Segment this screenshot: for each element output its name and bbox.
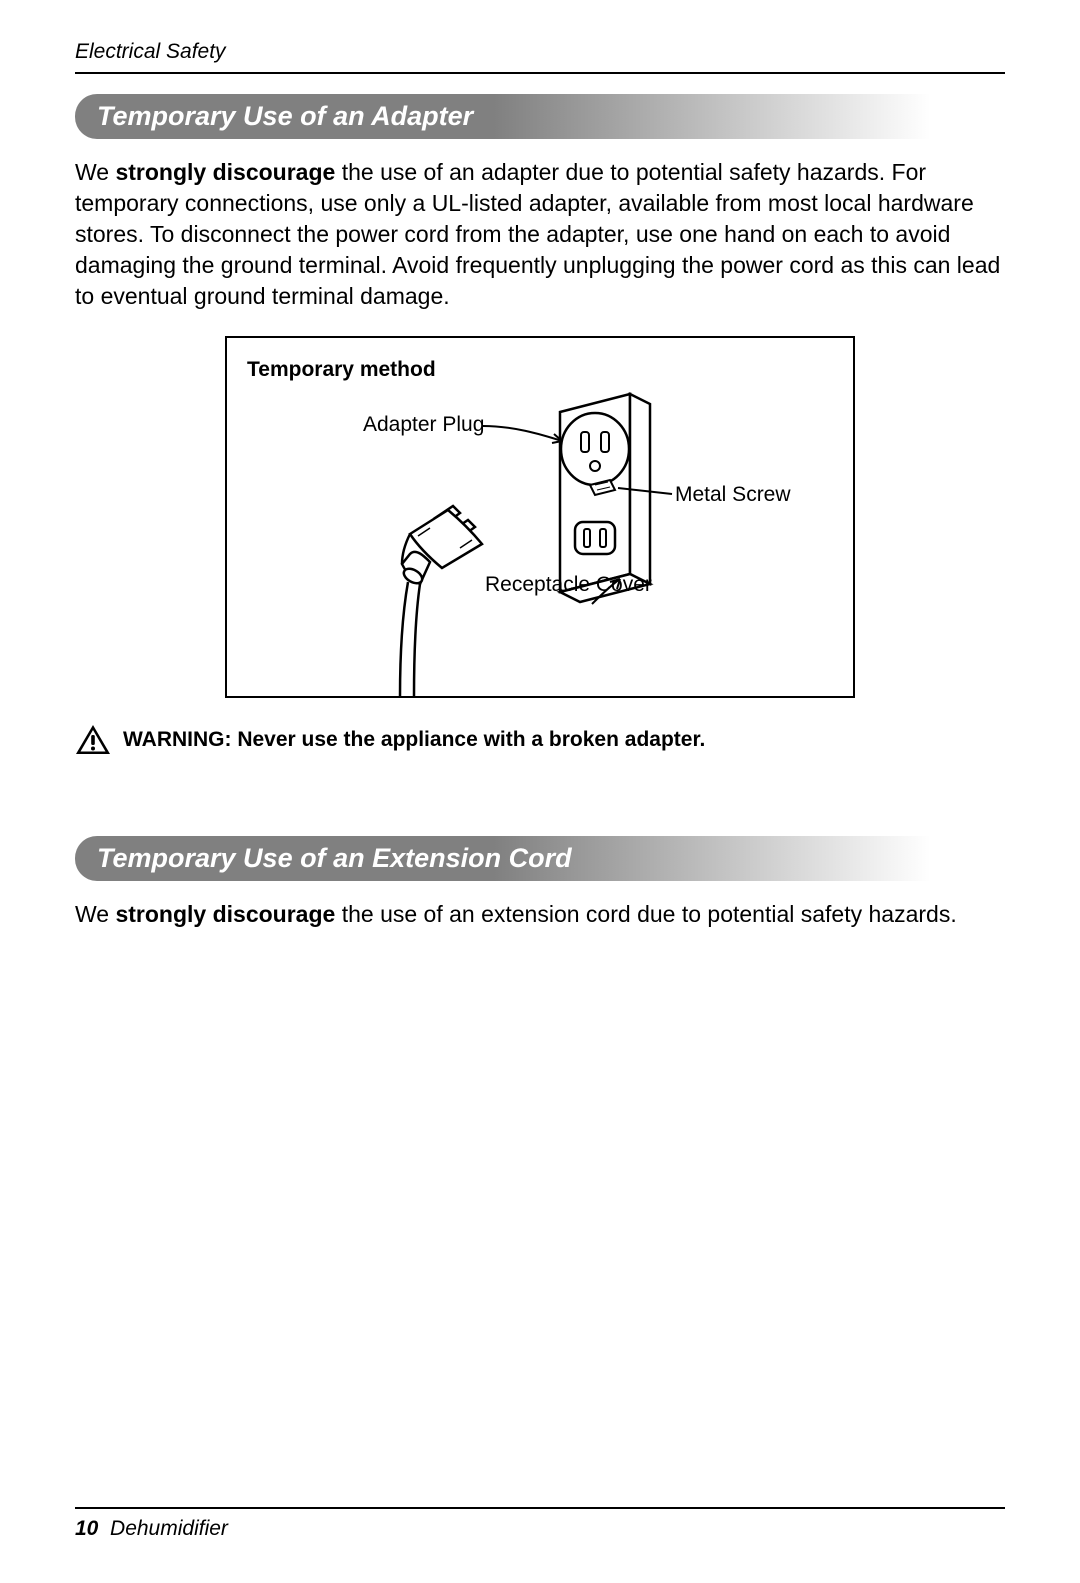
section-heading-text: Temporary Use of an Adapter xyxy=(97,101,473,131)
extension-paragraph: We strongly discourage the use of an ext… xyxy=(75,899,1005,930)
warning-icon xyxy=(75,724,111,756)
para1-prefix: We xyxy=(75,159,115,185)
section-heading-extension: Temporary Use of an Extension Cord xyxy=(75,836,1005,881)
diagram-box: Temporary method xyxy=(225,336,855,698)
warning-text: WARNING: Never use the appliance with a … xyxy=(123,728,705,752)
para1-bold: strongly discourage xyxy=(115,159,335,185)
header-section-label: Electrical Safety xyxy=(75,40,226,63)
footer-page-number: 10 xyxy=(75,1517,98,1540)
section-heading-text: Temporary Use of an Extension Cord xyxy=(97,843,572,873)
para2-bold: strongly discourage xyxy=(115,901,335,927)
page-footer: 10 Dehumidifier xyxy=(75,1507,1005,1541)
label-receptacle-cover: Receptacle Cover xyxy=(485,573,652,596)
footer-product: Dehumidifier xyxy=(110,1517,228,1540)
adapter-diagram: Adapter Plug Metal Screw Receptacle Cove… xyxy=(260,386,820,696)
manual-page: Electrical Safety Temporary Use of an Ad… xyxy=(0,0,1080,1583)
para2-prefix: We xyxy=(75,901,115,927)
warning-row: WARNING: Never use the appliance with a … xyxy=(75,724,1005,756)
diagram-title: Temporary method xyxy=(247,358,833,382)
adapter-paragraph: We strongly discourage the use of an ada… xyxy=(75,157,1005,312)
para2-rest: the use of an extension cord due to pote… xyxy=(335,901,956,927)
page-header: Electrical Safety xyxy=(75,40,1005,74)
label-adapter-plug: Adapter Plug xyxy=(363,413,484,436)
section-heading-adapter: Temporary Use of an Adapter xyxy=(75,94,1005,139)
label-metal-screw: Metal Screw xyxy=(675,483,791,506)
